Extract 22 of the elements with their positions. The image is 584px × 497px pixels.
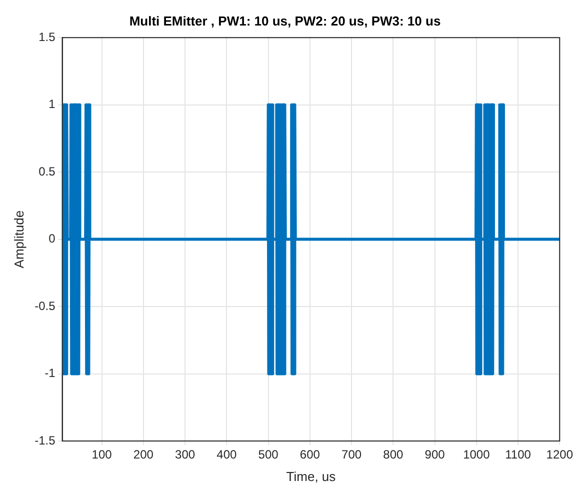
x-tick-label: 900 — [424, 448, 446, 462]
x-tick-label: 1100 — [505, 448, 532, 462]
y-tick-label: 1.5 — [38, 30, 56, 44]
y-tick-label: 0 — [48, 232, 56, 246]
x-tick-label: 500 — [258, 448, 279, 462]
y-tick-label: -1.5 — [34, 433, 56, 448]
y-tick-label: 0.5 — [38, 164, 56, 178]
x-tick-label: 800 — [383, 448, 404, 462]
chart-title: Multi EMitter , PW1: 10 us, PW2: 20 us, PW3: 10 us — [129, 13, 441, 28]
x-tick-label: 600 — [300, 448, 320, 462]
y-axis-title: Amplitude — [11, 210, 26, 268]
x-tick-label: 1000 — [463, 448, 490, 462]
y-tick-label: 1 — [48, 97, 56, 112]
x-tick-label: 400 — [216, 448, 238, 462]
y-tick-label: -1 — [44, 366, 56, 380]
x-tick-label: 100 — [92, 448, 112, 462]
x-tick-label: 1200 — [546, 448, 574, 462]
x-axis-title: Time, us — [286, 468, 336, 484]
x-tick-label: 700 — [342, 448, 362, 462]
y-tick-label: -0.5 — [34, 298, 56, 313]
x-tick-label: 300 — [175, 448, 196, 462]
x-tick-label: 200 — [133, 448, 154, 462]
